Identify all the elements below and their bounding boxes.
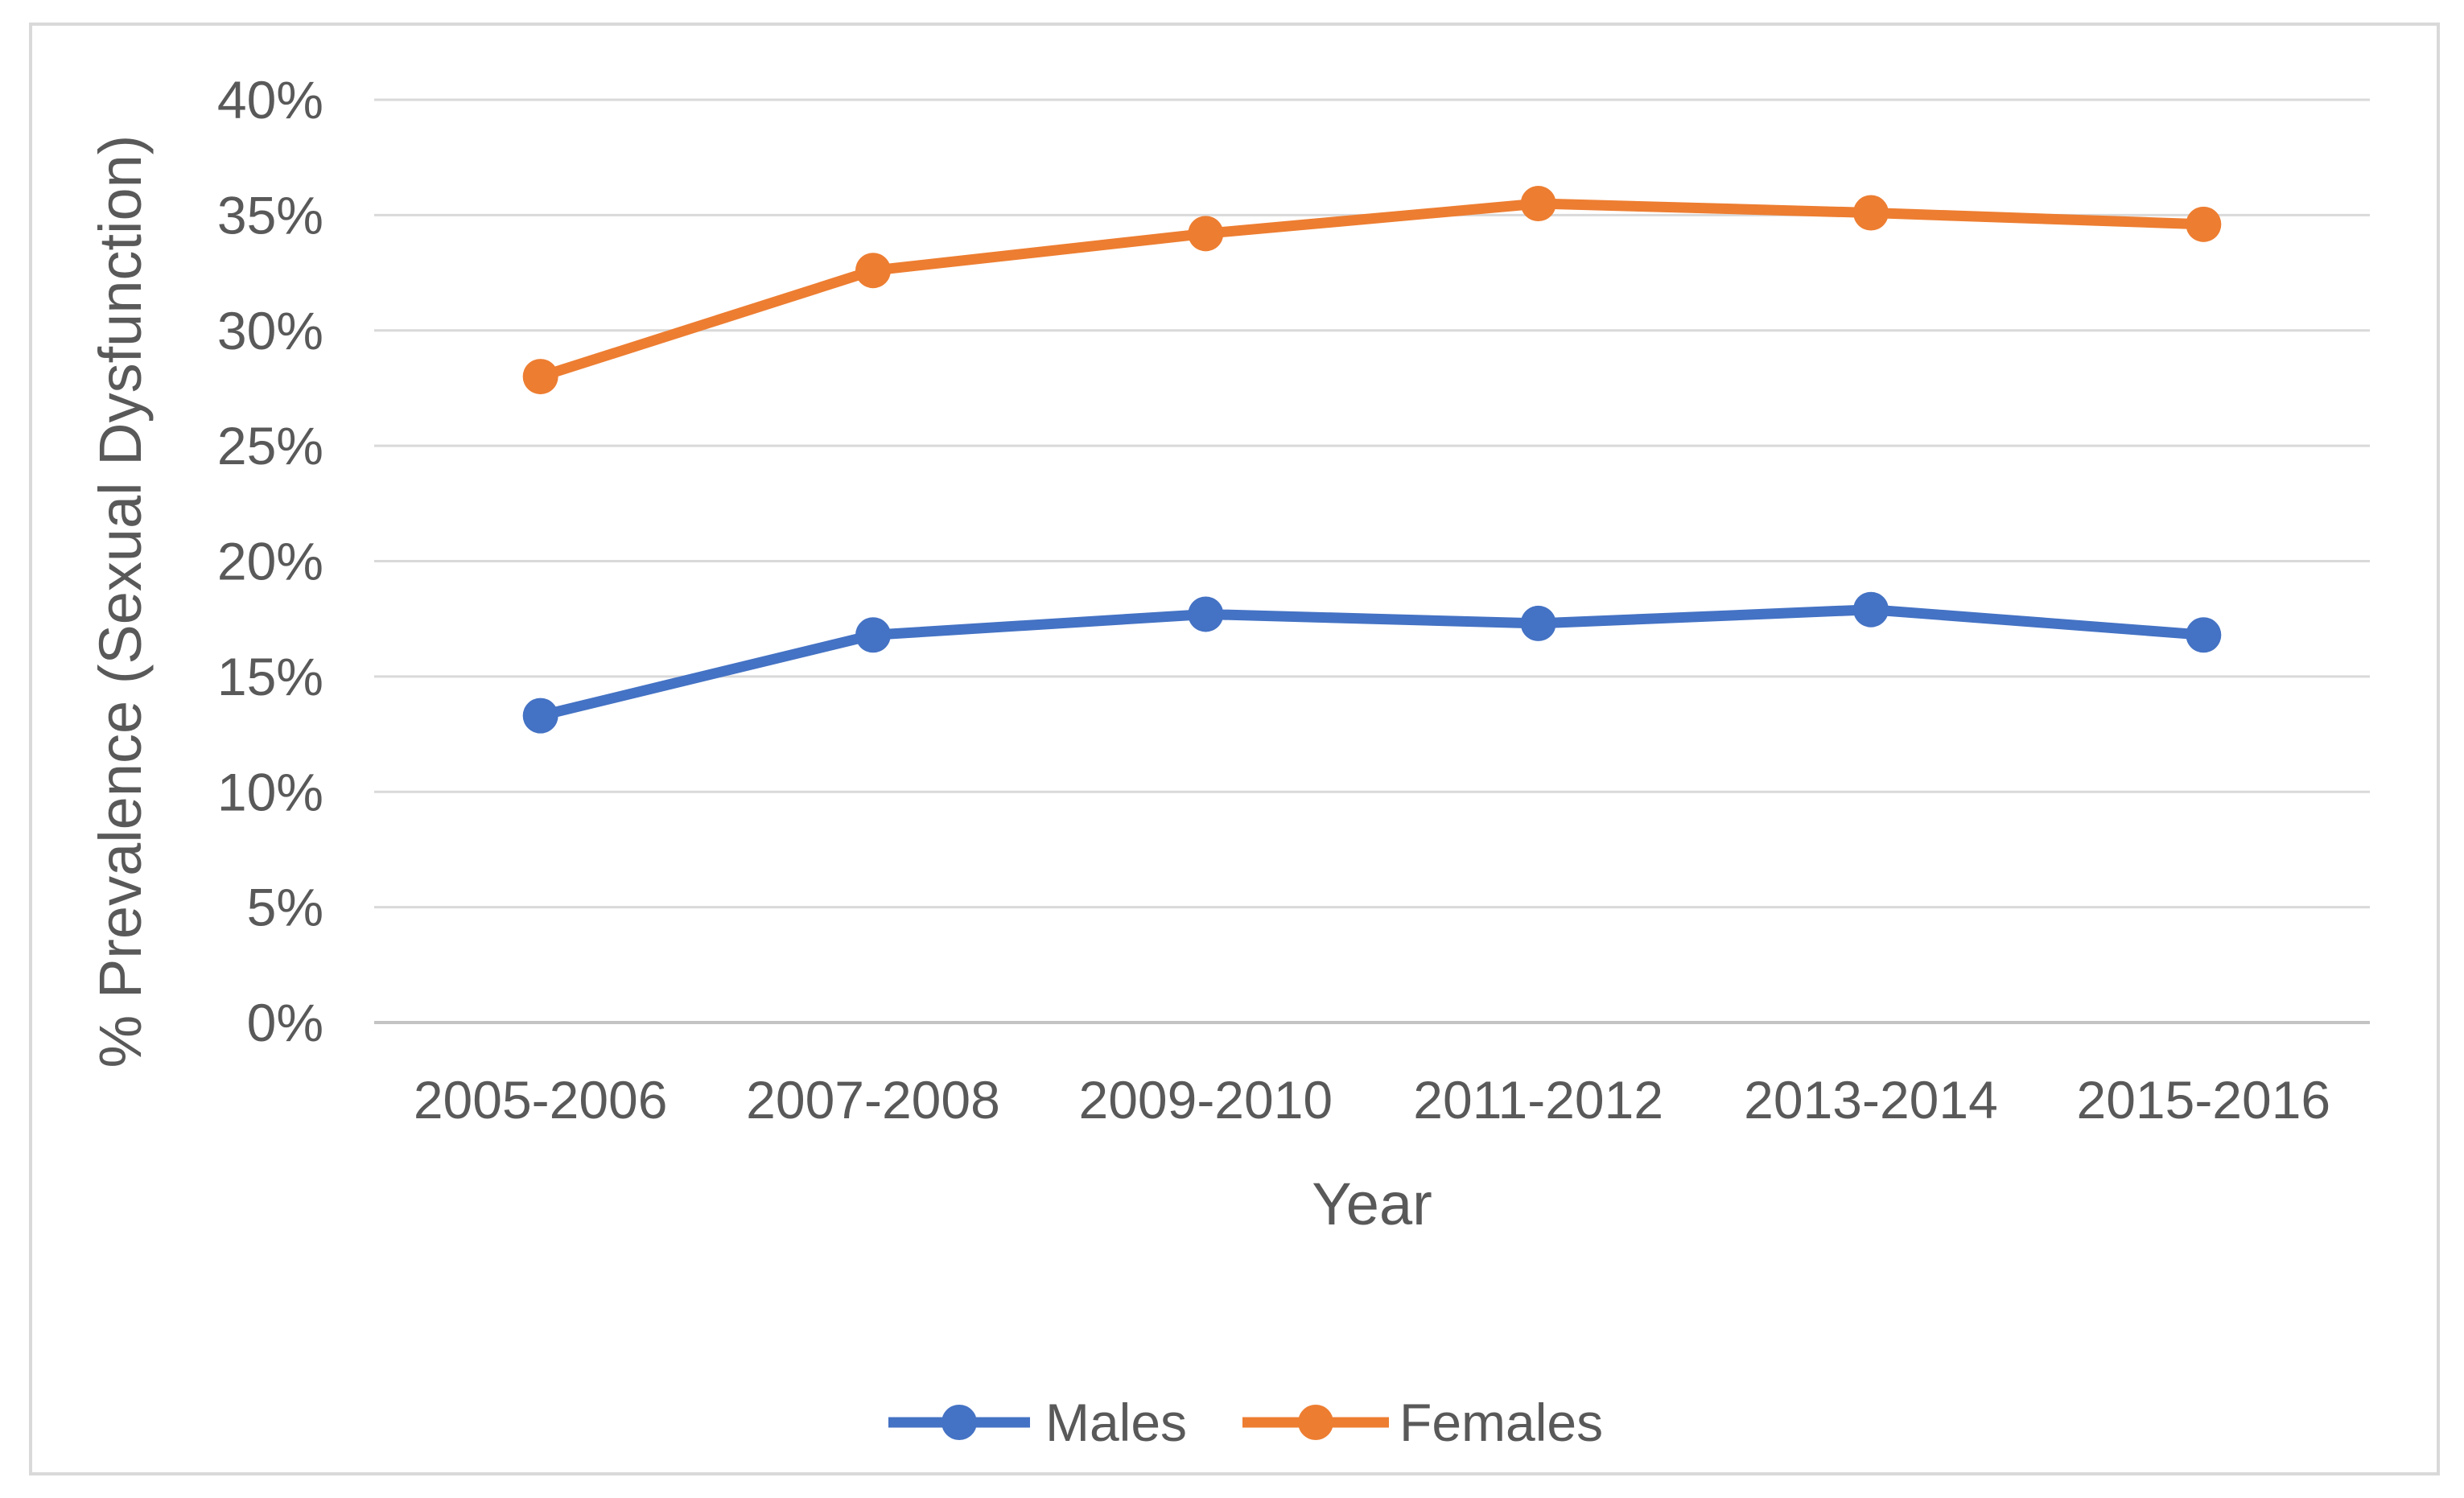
x-tick-label: 2011-2012 <box>1413 1070 1663 1130</box>
y-tick-label: 5% <box>247 878 323 937</box>
legend-swatch-marker-males <box>942 1405 977 1440</box>
data-point-females <box>2186 206 2222 242</box>
data-point-males <box>1188 596 1224 632</box>
data-point-males <box>522 698 558 734</box>
series-line-males <box>535 604 2209 722</box>
y-tick-label: 0% <box>247 993 323 1052</box>
x-tick-label: 2009-2010 <box>1079 1070 1333 1130</box>
data-point-females <box>1188 216 1224 252</box>
y-tick-label: 30% <box>217 301 323 360</box>
x-tick-label: 2005-2006 <box>414 1070 668 1130</box>
data-point-females <box>1520 186 1556 222</box>
x-tick-label: 2015-2016 <box>2077 1070 2331 1130</box>
x-tick-label: 2013-2014 <box>1744 1070 1998 1130</box>
legend-label-males: Males <box>1045 1393 1187 1452</box>
x-axis-title: Year <box>1312 1171 1432 1237</box>
series-line-females <box>535 198 2209 382</box>
y-tick-label: 40% <box>217 70 323 130</box>
y-tick-label: 20% <box>217 532 323 591</box>
y-tick-label: 25% <box>217 416 323 475</box>
x-tick-label: 2007-2008 <box>746 1070 1000 1130</box>
y-tick-label: 10% <box>217 762 323 821</box>
data-point-females <box>522 359 558 395</box>
data-point-females <box>855 253 891 289</box>
y-tick-label: 35% <box>217 185 323 245</box>
legend-swatch-marker-females <box>1298 1405 1333 1440</box>
chart-border <box>29 23 2440 1475</box>
y-tick-label: 15% <box>217 647 323 706</box>
data-point-males <box>1853 591 1889 628</box>
data-point-males <box>2186 617 2222 653</box>
legend-label-females: Females <box>1399 1393 1603 1452</box>
y-axis-title: % Prevalence (Sexual Dysfunction) <box>87 135 154 1068</box>
data-point-males <box>855 617 891 653</box>
data-point-females <box>1853 195 1889 231</box>
data-point-males <box>1520 605 1556 641</box>
